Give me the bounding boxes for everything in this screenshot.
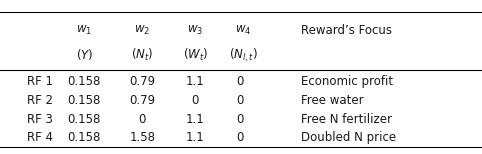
Text: 0.158: 0.158 [67,75,101,88]
Text: 1.1: 1.1 [186,75,204,88]
Text: Doubled N price: Doubled N price [301,131,396,144]
Text: $(W_t)$: $(W_t)$ [183,47,208,63]
Text: 0: 0 [236,94,243,107]
Text: 0: 0 [236,131,243,144]
Text: 1.58: 1.58 [129,131,155,144]
Text: $w_4$: $w_4$ [235,24,252,37]
Text: RF 1: RF 1 [27,75,53,88]
Text: $w_3$: $w_3$ [187,24,203,37]
Text: 1.1: 1.1 [186,131,204,144]
Text: Reward’s Focus: Reward’s Focus [301,24,392,37]
Text: RF 4: RF 4 [27,131,53,144]
Text: 1.1: 1.1 [186,113,204,126]
Text: $(N_{l,t})$: $(N_{l,t})$ [229,46,258,64]
Text: 0.158: 0.158 [67,131,101,144]
Text: 0: 0 [236,113,243,126]
Text: 0.158: 0.158 [67,94,101,107]
Text: 0: 0 [191,94,199,107]
Text: $w_1$: $w_1$ [76,24,93,37]
Text: RF 2: RF 2 [27,94,53,107]
Text: 0: 0 [236,75,243,88]
Text: 0: 0 [138,113,146,126]
Text: RF 3: RF 3 [27,113,53,126]
Text: Free N fertilizer: Free N fertilizer [301,113,392,126]
Text: 0.79: 0.79 [129,75,155,88]
Text: Free water: Free water [301,94,364,107]
Text: $(N_t)$: $(N_t)$ [131,47,153,63]
Text: 0.158: 0.158 [67,113,101,126]
Text: Economic profit: Economic profit [301,75,393,88]
Text: $w_2$: $w_2$ [134,24,150,37]
Text: 0.79: 0.79 [129,94,155,107]
Text: $(Y)$: $(Y)$ [76,47,93,62]
